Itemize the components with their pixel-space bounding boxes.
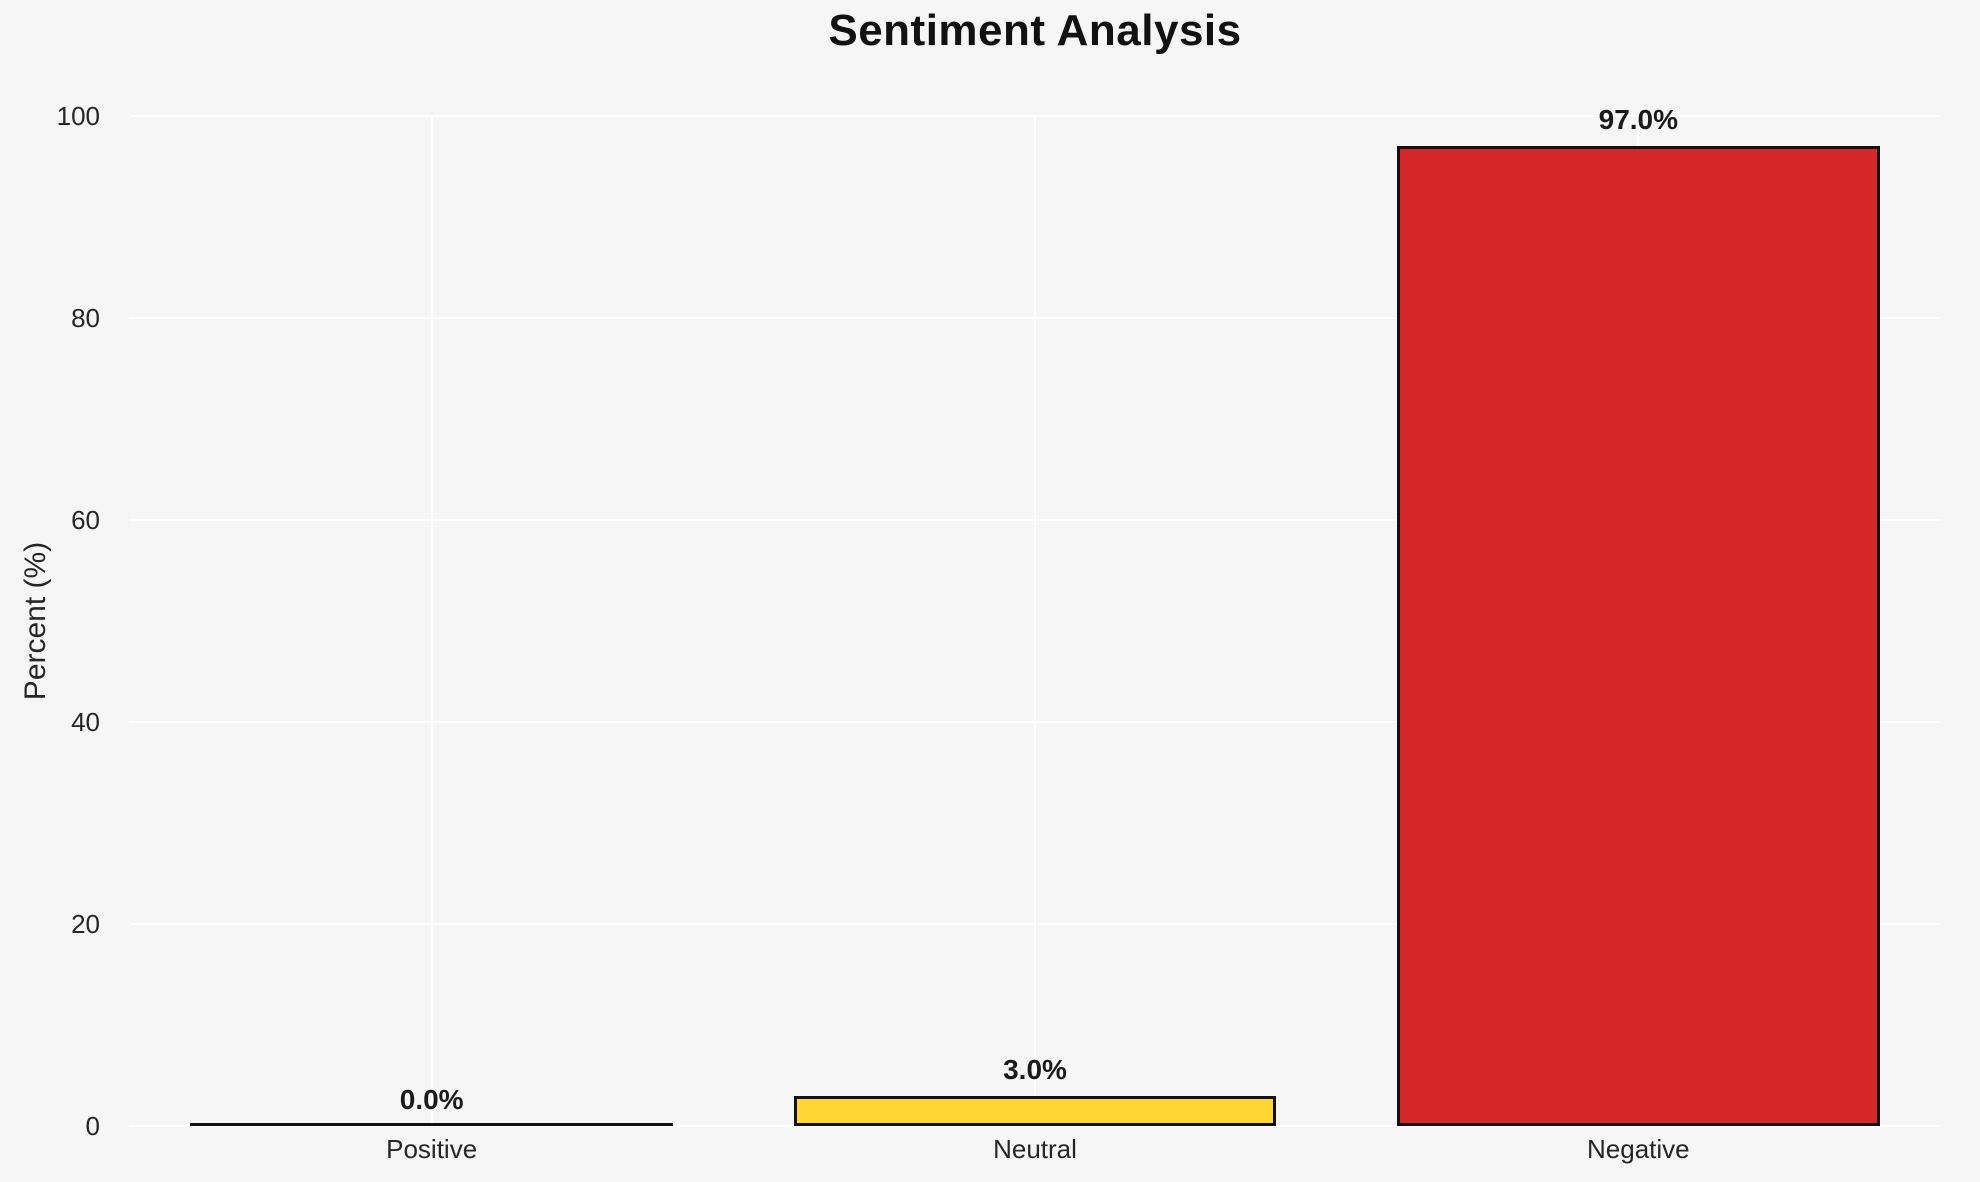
bar-value-label: 0.0% bbox=[399, 1084, 464, 1115]
x-axis-ticks: Positive Neutral Negative bbox=[130, 1134, 1940, 1176]
bar-negative bbox=[1397, 146, 1880, 1126]
chart-title: Sentiment Analysis bbox=[828, 6, 1242, 55]
y-tick-label: 60 bbox=[71, 505, 100, 535]
x-tick-label: Positive bbox=[386, 1134, 478, 1164]
y-tick-label: 80 bbox=[71, 303, 100, 333]
y-tick-label: 0 bbox=[85, 1111, 100, 1141]
gridline-horizontal bbox=[130, 1125, 1940, 1127]
bar-positive bbox=[190, 1123, 673, 1126]
y-tick-label: 20 bbox=[71, 909, 100, 939]
bar-neutral bbox=[793, 1095, 1277, 1126]
gridline-vertical bbox=[1034, 116, 1036, 1126]
gridline-vertical bbox=[430, 116, 433, 1126]
bar-value-label: 97.0% bbox=[1598, 104, 1679, 136]
y-axis-ticks: 0 20 40 60 80 100 bbox=[0, 101, 116, 1141]
y-tick-label: 40 bbox=[71, 707, 100, 737]
x-tick-label: Negative bbox=[1587, 1134, 1690, 1164]
x-tick-label: Neutral bbox=[993, 1134, 1077, 1164]
y-tick-label: 100 bbox=[56, 101, 100, 131]
plot-area: 0.0% 3.0% 97.0% bbox=[130, 104, 1940, 1127]
bar-value-label: 3.0% bbox=[1003, 1053, 1067, 1085]
